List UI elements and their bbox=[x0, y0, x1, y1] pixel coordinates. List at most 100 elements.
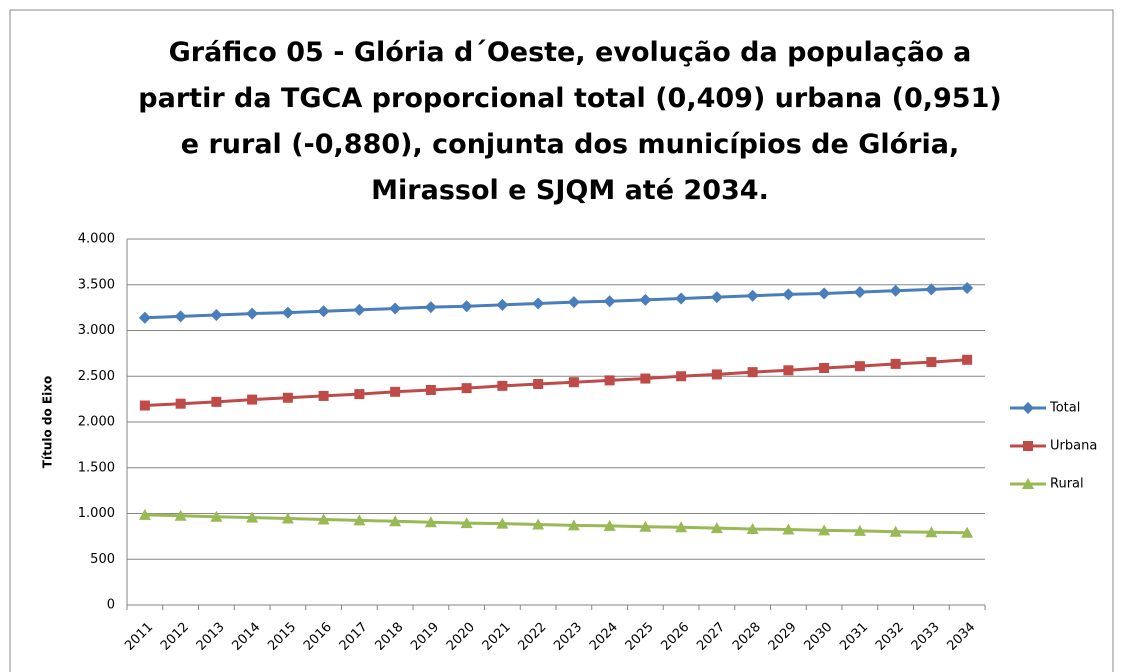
x-tick-label: 2031 bbox=[837, 620, 871, 654]
data-point bbox=[639, 293, 652, 306]
data-point bbox=[603, 295, 616, 308]
data-point bbox=[710, 291, 723, 304]
x-tick-label: 2027 bbox=[694, 620, 728, 654]
data-point bbox=[710, 522, 723, 534]
x-tick-label: 2021 bbox=[480, 620, 514, 654]
data-point bbox=[961, 281, 974, 294]
chart-title: Gráfico 05 - Glória d´Oeste, evolução da… bbox=[138, 37, 1002, 206]
data-point bbox=[711, 369, 722, 380]
x-tick-label: 2016 bbox=[301, 620, 335, 654]
data-point bbox=[853, 286, 866, 299]
x-tick-label: 2017 bbox=[337, 620, 371, 654]
data-point bbox=[318, 390, 329, 401]
data-point bbox=[354, 389, 365, 400]
legend-marker bbox=[1022, 478, 1034, 489]
data-point bbox=[961, 526, 974, 538]
data-point bbox=[497, 380, 508, 391]
legend-marker bbox=[1023, 441, 1033, 451]
data-point bbox=[889, 284, 902, 297]
data-point bbox=[390, 386, 401, 397]
legend-marker bbox=[1022, 402, 1034, 414]
data-point bbox=[175, 398, 186, 409]
data-point bbox=[282, 392, 293, 403]
y-axis-title: Título do Eixo bbox=[41, 376, 55, 468]
data-point bbox=[889, 525, 902, 537]
legend-label: Total bbox=[1049, 401, 1080, 416]
data-point bbox=[532, 297, 545, 310]
data-point bbox=[853, 524, 866, 536]
data-point bbox=[174, 310, 187, 323]
data-point bbox=[281, 306, 294, 319]
data-point bbox=[603, 519, 616, 531]
data-point bbox=[926, 357, 937, 368]
data-point bbox=[496, 298, 509, 311]
y-tick-label: 4.000 bbox=[78, 232, 115, 247]
data-point bbox=[461, 383, 472, 394]
data-point bbox=[424, 301, 437, 314]
x-tick-label: 2022 bbox=[515, 620, 549, 654]
data-point bbox=[317, 305, 330, 318]
data-point bbox=[210, 510, 223, 522]
x-tick-label: 2025 bbox=[623, 620, 657, 654]
data-point bbox=[211, 396, 222, 407]
data-point bbox=[818, 287, 831, 300]
data-point bbox=[460, 300, 473, 313]
legend-label: Rural bbox=[1050, 477, 1084, 492]
data-point bbox=[746, 523, 759, 535]
data-point bbox=[854, 361, 865, 372]
data-point bbox=[246, 307, 259, 320]
data-point bbox=[533, 379, 544, 390]
y-tick-label: 2.500 bbox=[78, 369, 115, 384]
series-line bbox=[144, 513, 968, 535]
data-point bbox=[389, 302, 402, 315]
data-point bbox=[747, 367, 758, 378]
data-point bbox=[389, 515, 402, 527]
data-point bbox=[675, 292, 688, 305]
x-tick-label: 2014 bbox=[229, 620, 263, 654]
data-point bbox=[138, 311, 151, 324]
data-point bbox=[353, 303, 366, 316]
data-point bbox=[496, 517, 509, 529]
y-tick-label: 0 bbox=[107, 598, 115, 613]
series-line bbox=[144, 286, 968, 320]
data-point bbox=[247, 394, 258, 405]
data-point bbox=[819, 363, 830, 374]
x-tick-label: 2034 bbox=[944, 620, 978, 654]
x-tick-label: 2020 bbox=[444, 620, 478, 654]
data-point bbox=[567, 519, 580, 531]
data-point bbox=[425, 384, 436, 395]
data-point bbox=[639, 520, 652, 532]
y-tick-label: 500 bbox=[90, 552, 115, 567]
data-point bbox=[568, 377, 579, 388]
x-tick-label: 2030 bbox=[801, 620, 835, 654]
x-tick-label: 2013 bbox=[194, 620, 228, 654]
data-point bbox=[139, 400, 150, 411]
data-point bbox=[317, 513, 330, 525]
data-point bbox=[424, 516, 437, 528]
legend-label: Urbana bbox=[1050, 439, 1097, 454]
data-point bbox=[746, 289, 759, 302]
data-point bbox=[782, 523, 795, 535]
data-point bbox=[532, 518, 545, 530]
data-point bbox=[604, 375, 615, 386]
data-point bbox=[890, 358, 901, 369]
data-point bbox=[676, 371, 687, 382]
x-tick-label: 2019 bbox=[408, 620, 442, 654]
x-tick-label: 2029 bbox=[766, 620, 800, 654]
y-tick-label: 3.500 bbox=[78, 277, 115, 292]
data-point bbox=[818, 524, 831, 536]
series-line bbox=[144, 358, 968, 408]
data-point bbox=[460, 517, 473, 529]
chart-frame bbox=[9, 9, 1114, 672]
data-point bbox=[281, 512, 294, 524]
x-tick-label: 2032 bbox=[873, 620, 907, 654]
data-point bbox=[925, 526, 938, 538]
data-point bbox=[675, 521, 688, 533]
y-tick-label: 3.000 bbox=[78, 323, 115, 338]
x-tick-label: 2012 bbox=[158, 620, 192, 654]
x-tick-label: 2018 bbox=[372, 620, 406, 654]
data-point bbox=[783, 365, 794, 376]
x-tick-label: 2024 bbox=[587, 620, 621, 654]
